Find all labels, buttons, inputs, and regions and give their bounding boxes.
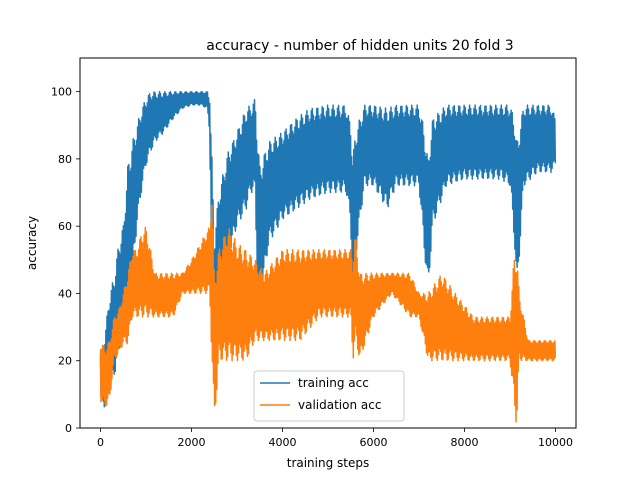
x-tick-label: 6000 (360, 436, 388, 449)
y-tick-label: 60 (58, 220, 72, 233)
x-tick-label: 8000 (451, 436, 479, 449)
x-tick-label: 4000 (268, 436, 296, 449)
x-tick-label: 2000 (177, 436, 205, 449)
y-tick-label: 100 (51, 86, 72, 99)
y-tick-label: 0 (65, 422, 72, 435)
legend-box (253, 370, 405, 422)
legend: training acc validation acc (253, 370, 405, 422)
y-axis-ticks: 0 20 40 60 80 100 (51, 86, 80, 435)
x-tick-label: 0 (97, 436, 104, 449)
legend-label: validation acc (298, 398, 381, 412)
x-tick-label: 10000 (538, 436, 573, 449)
y-tick-label: 80 (58, 153, 72, 166)
x-axis-ticks: 0 2000 4000 6000 8000 10000 (97, 428, 573, 449)
y-tick-label: 40 (58, 287, 72, 300)
chart-title: accuracy - number of hidden units 20 fol… (206, 38, 513, 54)
series-line-training-acc (99, 90, 557, 408)
plot-lines (99, 90, 557, 423)
legend-label: training acc (298, 376, 369, 390)
series-line-validation-acc (99, 204, 557, 423)
y-tick-label: 20 (58, 355, 72, 368)
plot-frame (79, 57, 577, 429)
x-axis-label: training steps (287, 456, 370, 470)
y-axis-label: accuracy (25, 216, 39, 270)
